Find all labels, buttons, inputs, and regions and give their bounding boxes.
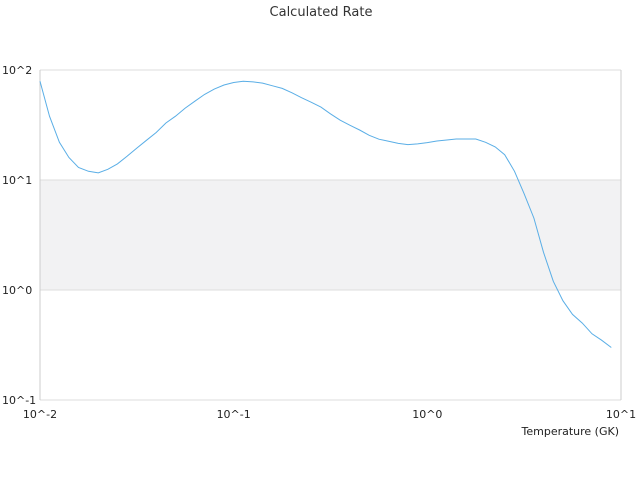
y-tick-label: 10^2 bbox=[2, 64, 32, 77]
x-tick-label: 10^0 bbox=[412, 408, 442, 421]
x-tick-label: 10^-1 bbox=[217, 408, 251, 421]
y-axis-ticks: 10^-1 10^0 10^1 10^2 bbox=[2, 64, 36, 407]
grid-lines bbox=[39, 69, 622, 401]
shaded-band bbox=[40, 180, 621, 290]
y-tick-label: 10^0 bbox=[2, 284, 32, 297]
x-axis-ticks: 10^-2 10^-1 10^0 10^1 bbox=[23, 408, 636, 421]
plot-area: 10^-110^010^110^2 10^-2 10^-1 10^0 10^1 bbox=[2, 64, 636, 421]
x-tick-label: 10^-2 bbox=[23, 408, 57, 421]
y-tick-label: 10^-1 bbox=[2, 394, 36, 407]
y-tick-label: 10^1 bbox=[2, 174, 32, 187]
x-axis-label: Temperature (GK) bbox=[521, 425, 620, 438]
rate-series-line bbox=[39, 80, 612, 348]
x-tick-label: 10^1 bbox=[606, 408, 636, 421]
chart-title: Calculated Rate bbox=[270, 5, 373, 20]
